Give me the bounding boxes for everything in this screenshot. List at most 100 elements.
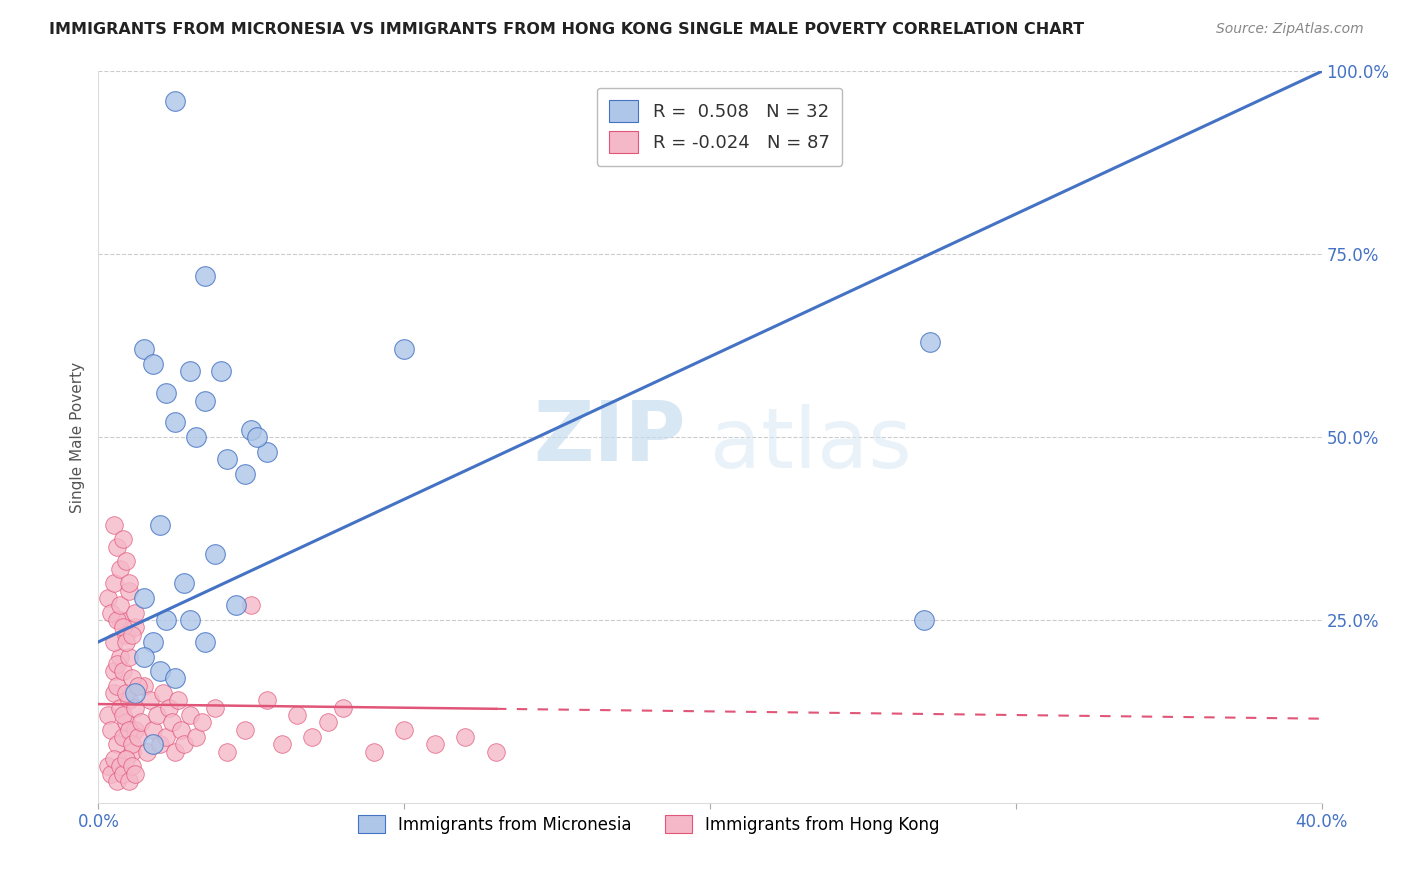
Point — [111, 664, 134, 678]
Point — [270, 737, 292, 751]
Point — [392, 343, 416, 357]
Point — [179, 364, 201, 378]
Point — [103, 686, 125, 700]
Point — [134, 591, 156, 605]
Point — [103, 517, 125, 532]
Point — [454, 730, 477, 744]
Point — [145, 708, 167, 723]
Point — [115, 686, 138, 700]
Point — [163, 94, 186, 108]
Point — [170, 723, 193, 737]
Point — [179, 613, 201, 627]
Y-axis label: Single Male Poverty: Single Male Poverty — [70, 361, 86, 513]
Point — [142, 357, 165, 371]
Point — [105, 773, 128, 788]
Point — [134, 343, 156, 357]
Point — [118, 723, 141, 737]
Point — [108, 599, 131, 613]
Point — [111, 533, 134, 547]
Point — [115, 752, 138, 766]
Point — [118, 583, 141, 598]
Legend: Immigrants from Micronesia, Immigrants from Hong Kong: Immigrants from Micronesia, Immigrants f… — [350, 806, 948, 842]
Point — [115, 627, 138, 641]
Point — [215, 452, 238, 467]
Point — [240, 599, 263, 613]
Point — [108, 613, 131, 627]
Point — [105, 657, 128, 671]
Point — [160, 715, 183, 730]
Point — [240, 423, 263, 437]
Point — [118, 693, 141, 707]
Point — [124, 606, 146, 620]
Point — [108, 562, 131, 576]
Point — [118, 576, 141, 591]
Point — [108, 649, 131, 664]
Point — [301, 730, 323, 744]
Point — [173, 576, 195, 591]
Point — [920, 334, 942, 349]
Point — [97, 591, 120, 605]
Point — [316, 715, 339, 730]
Point — [204, 547, 226, 561]
Point — [127, 679, 149, 693]
Point — [100, 766, 122, 780]
Point — [209, 364, 232, 378]
Point — [111, 766, 134, 780]
Point — [233, 723, 256, 737]
Text: Source: ZipAtlas.com: Source: ZipAtlas.com — [1216, 22, 1364, 37]
Point — [256, 693, 278, 707]
Point — [142, 723, 165, 737]
Point — [100, 606, 122, 620]
Point — [105, 613, 128, 627]
Point — [152, 686, 174, 700]
Point — [134, 679, 156, 693]
Point — [194, 393, 217, 408]
Point — [173, 737, 195, 751]
Point — [103, 664, 125, 678]
Point — [115, 554, 138, 568]
Point — [246, 430, 269, 444]
Point — [233, 467, 256, 481]
Point — [124, 686, 146, 700]
Point — [103, 752, 125, 766]
Text: ZIP: ZIP — [533, 397, 686, 477]
Point — [115, 715, 138, 730]
Point — [204, 700, 226, 714]
Point — [392, 723, 416, 737]
Point — [121, 672, 143, 686]
Point — [124, 766, 146, 780]
Point — [129, 715, 152, 730]
Point — [285, 708, 308, 723]
Point — [186, 430, 208, 444]
Text: atlas: atlas — [710, 404, 911, 485]
Point — [194, 269, 217, 284]
Point — [142, 737, 165, 751]
Point — [108, 759, 131, 773]
Point — [155, 730, 177, 744]
Point — [186, 730, 208, 744]
Point — [111, 620, 134, 634]
Point — [142, 635, 165, 649]
Point — [105, 540, 128, 554]
Point — [124, 620, 146, 634]
Point — [124, 700, 146, 714]
Point — [97, 708, 120, 723]
Point — [149, 517, 172, 532]
Point — [124, 723, 146, 737]
Point — [163, 672, 186, 686]
Point — [105, 679, 128, 693]
Point — [121, 737, 143, 751]
Point — [157, 700, 180, 714]
Point — [121, 759, 143, 773]
Point — [103, 635, 125, 649]
Point — [155, 613, 177, 627]
Point — [194, 635, 217, 649]
Point — [118, 773, 141, 788]
Point — [105, 737, 128, 751]
Point — [215, 745, 238, 759]
Point — [100, 723, 122, 737]
Point — [149, 664, 172, 678]
Point — [111, 708, 134, 723]
Point — [108, 700, 131, 714]
Point — [115, 635, 138, 649]
